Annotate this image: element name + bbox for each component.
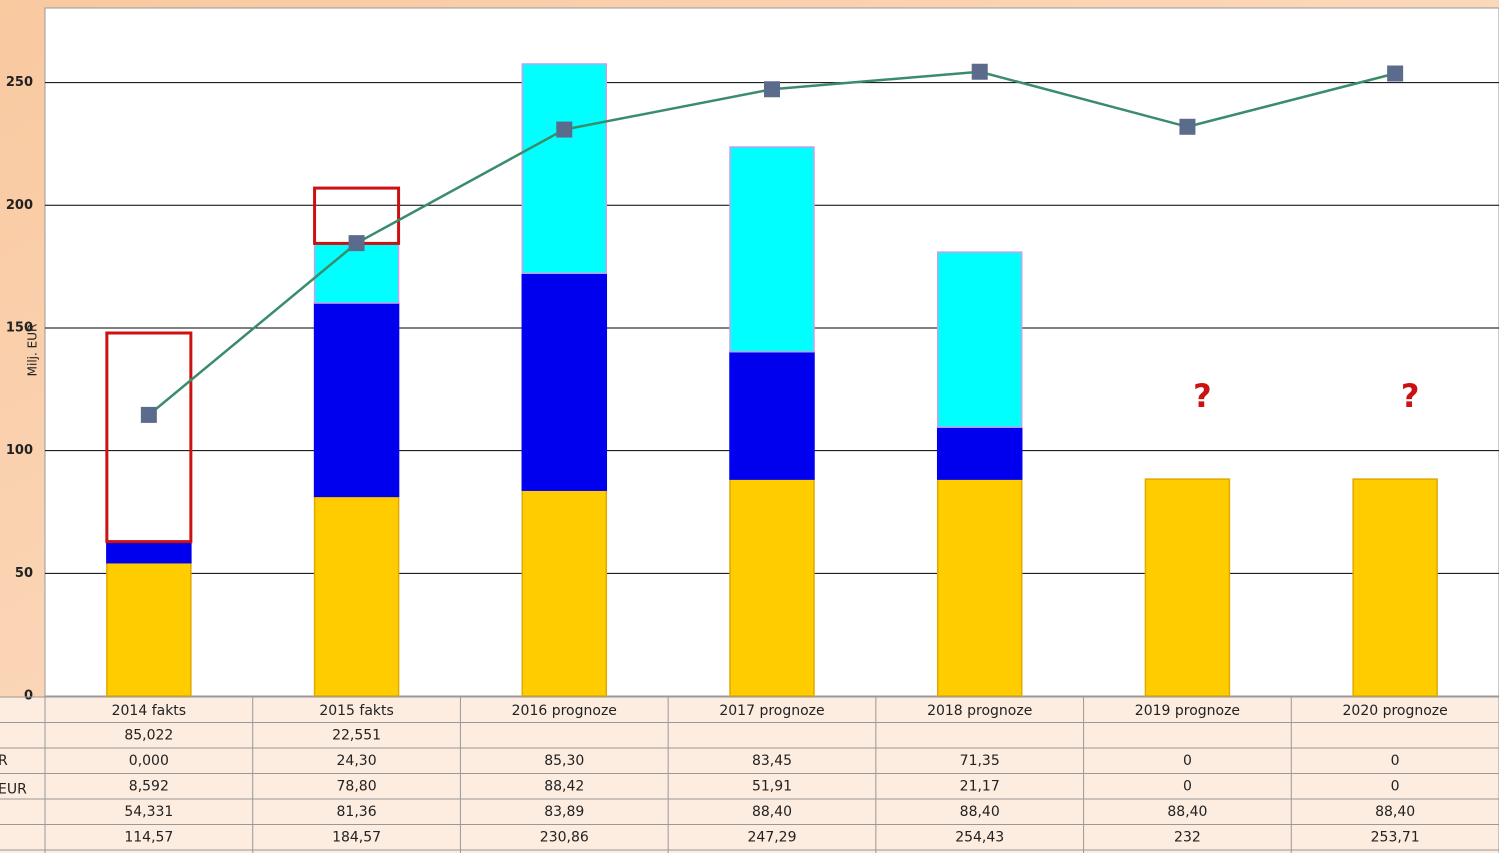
bar-segment [936, 426, 1023, 480]
annotation: ? [1193, 377, 1212, 415]
table-value: 51,91 [752, 778, 792, 794]
table-value: 71,35 [960, 753, 1000, 769]
table-value: 232 [1174, 829, 1201, 845]
bar-segment [521, 272, 608, 491]
bar-segment [106, 540, 192, 564]
table-value: 54,331 [124, 804, 173, 820]
table-value: 88,40 [752, 804, 792, 820]
table-value: 0,000 [129, 753, 169, 769]
row-header: R [0, 753, 8, 769]
category-label: 2020 prognoze [1343, 703, 1448, 719]
y-axis-label: Milj. EUR [26, 324, 40, 377]
table-value: 88,40 [960, 804, 1000, 820]
bar-segment [106, 561, 192, 697]
table-value: 8,592 [129, 778, 169, 794]
bar-segment [936, 251, 1023, 428]
row-header: EUR [0, 781, 27, 797]
bar-segment [1352, 478, 1438, 697]
table-value: 114,57 [124, 829, 173, 845]
y-tick-label: 100 [6, 443, 33, 458]
table-value: 85,022 [124, 727, 173, 743]
table-value: 85,30 [544, 753, 584, 769]
category-label: 2014 fakts [112, 703, 186, 719]
table-value: 83,89 [544, 804, 584, 820]
y-tick-label: 0 [24, 689, 33, 704]
bar-segment [521, 63, 608, 274]
table-value: 230,86 [540, 829, 589, 845]
table-value: 88,40 [1375, 804, 1415, 820]
bar-segment [521, 489, 608, 697]
table-value: 21,17 [960, 778, 1000, 794]
bar-segment [1144, 478, 1231, 697]
table-value: 88,40 [1167, 804, 1207, 820]
bar-segment [729, 146, 815, 353]
category-label: 2016 prognoze [512, 703, 617, 719]
line-marker [1387, 65, 1404, 82]
bar-segment [729, 350, 815, 480]
table-value: 0 [1183, 753, 1192, 769]
table-value: 81,36 [337, 804, 377, 820]
category-label: 2017 prognoze [719, 703, 824, 719]
y-tick-label: 250 [6, 75, 33, 90]
table-value: 22,551 [332, 727, 381, 743]
y-tick-label: 150 [6, 320, 33, 335]
table-value: 88,42 [544, 778, 584, 794]
category-label: 2019 prognoze [1135, 703, 1240, 719]
bar-outline [105, 331, 193, 544]
table-value: 253,71 [1371, 829, 1420, 845]
table-value: 247,29 [748, 829, 797, 845]
bar-segment [313, 495, 400, 697]
annotation: ? [1401, 377, 1420, 415]
table-value: 0 [1183, 778, 1192, 794]
line-marker [1179, 118, 1196, 135]
y-tick-label: 50 [15, 566, 33, 581]
table-value: 184,57 [332, 829, 381, 845]
line-marker [971, 63, 988, 80]
bar-segment [729, 478, 815, 697]
table-value: 254,43 [955, 829, 1004, 845]
y-tick-label: 200 [6, 198, 33, 213]
bar-segment [936, 478, 1023, 697]
category-label: 2018 prognoze [927, 703, 1032, 719]
line-marker [140, 406, 157, 423]
line-marker [764, 81, 780, 98]
table-value: 78,80 [337, 778, 377, 794]
table-value: 83,45 [752, 753, 792, 769]
table-value: 24,30 [337, 753, 377, 769]
category-label: 2015 fakts [319, 703, 393, 719]
bar-segment [313, 242, 400, 304]
line-marker [348, 235, 365, 252]
table-value: 0 [1391, 778, 1400, 794]
line-marker [556, 121, 573, 138]
bar-segment [313, 302, 400, 498]
table-value: 0 [1391, 753, 1400, 769]
